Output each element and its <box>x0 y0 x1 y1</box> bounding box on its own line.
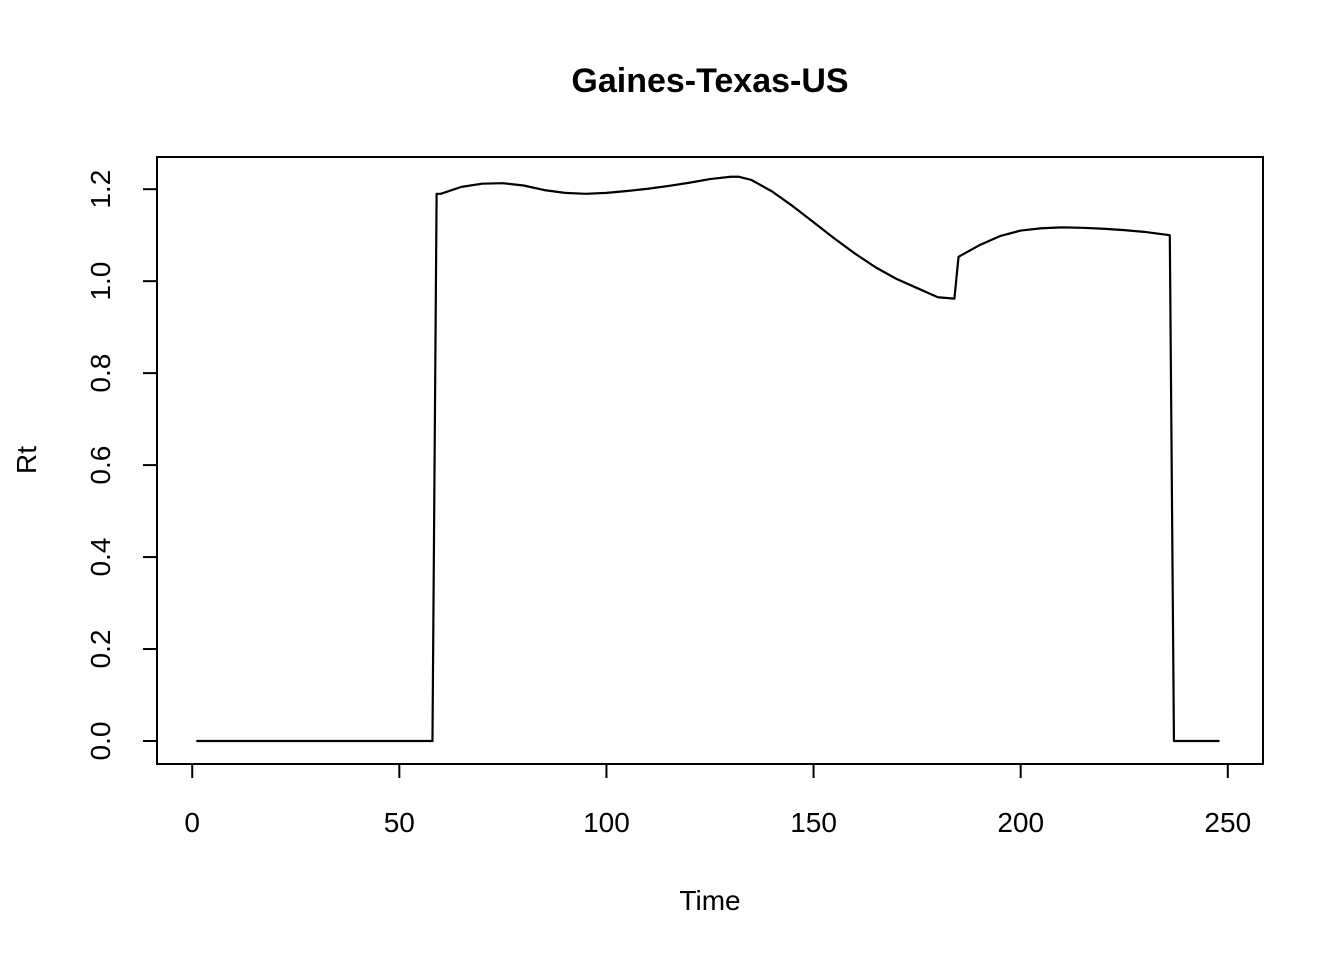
x-tick-label: 100 <box>583 807 630 838</box>
x-axis: 0 50 100 150 200 250 <box>184 763 1251 838</box>
y-tick-label: 0.4 <box>85 538 116 577</box>
x-tick-label: 50 <box>384 807 415 838</box>
series-line <box>196 175 1220 743</box>
x-tick-label: 200 <box>997 807 1044 838</box>
x-axis-label: Time <box>679 885 740 916</box>
y-axis-label: Rt <box>11 446 42 474</box>
plot-frame <box>156 156 1264 765</box>
y-axis: 0.0 0.2 0.4 0.6 0.8 1.0 1.2 <box>85 170 158 761</box>
chart-title: Gaines-Texas-US <box>571 62 848 100</box>
x-tick-label: 150 <box>790 807 837 838</box>
y-tick-label: 1.2 <box>85 170 116 209</box>
y-tick-label: 0.6 <box>85 446 116 485</box>
y-tick-label: 0.2 <box>85 630 116 669</box>
y-tick-label: 1.0 <box>85 262 116 301</box>
y-tick-label: 0.0 <box>85 722 116 761</box>
y-tick-label: 0.8 <box>85 354 116 393</box>
x-tick-label: 0 <box>184 807 200 838</box>
x-tick-label: 250 <box>1204 807 1251 838</box>
